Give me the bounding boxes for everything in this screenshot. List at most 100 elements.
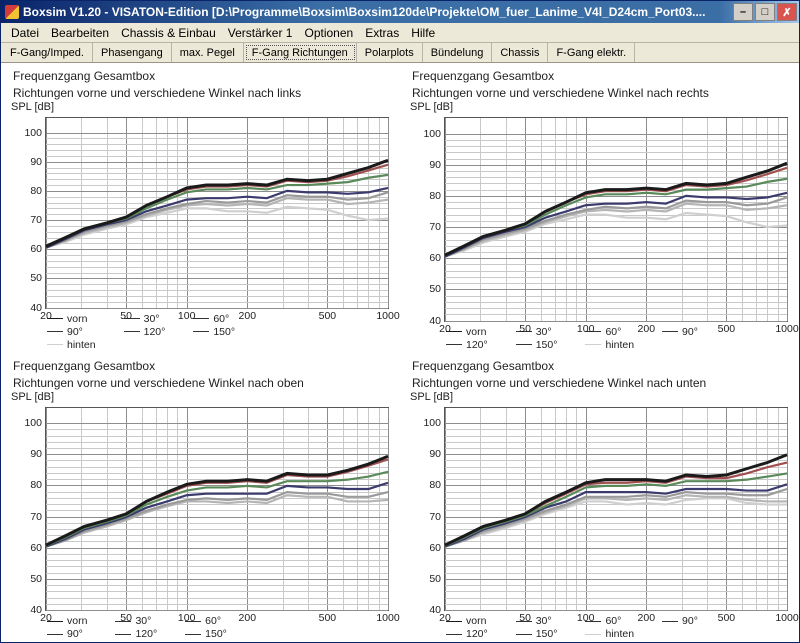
legend-label-120: 120° (135, 628, 157, 640)
series-svg (46, 118, 388, 308)
series-line-150 (445, 204, 787, 257)
menu-item-datei[interactable]: Datei (5, 25, 45, 41)
gridline-major-y (46, 610, 388, 611)
tab-bar: F-Gang/Imped. Phasengang max. Pegel F-Ga… (1, 43, 799, 63)
y-tick-label: 80 (429, 190, 445, 202)
minimize-button[interactable]: – (733, 3, 753, 21)
tab-f-gang-richtungen[interactable]: F-Gang Richtungen (244, 43, 357, 62)
menu-item-extras[interactable]: Extras (359, 25, 405, 41)
legend-entry-120[interactable]: 120° (446, 628, 488, 640)
legend-entry-120[interactable]: 120° (446, 339, 488, 351)
gridline-major-x (787, 408, 788, 611)
chart-cell-rechts: Frequenzgang Gesamtbox Richtungen vorne u… (400, 63, 799, 353)
x-tick-label: 20 (40, 610, 52, 624)
menu-item-chassis-einbau[interactable]: Chassis & Einbau (115, 25, 222, 41)
menu-item-bearbeiten[interactable]: Bearbeiten (45, 25, 115, 41)
menu-item-verstarker[interactable]: Verstärker 1 (222, 25, 299, 41)
series-line-90 (445, 193, 787, 257)
menu-item-optionen[interactable]: Optionen (298, 25, 359, 41)
legend-label-150: 150° (536, 339, 558, 351)
legend-entry-90[interactable]: 90° (662, 615, 698, 627)
legend-label-90: 90° (67, 628, 83, 640)
legend-label-30: 30° (144, 313, 160, 325)
legend-label-vorn: vorn (466, 326, 486, 338)
legend-entry-150[interactable]: 150° (185, 628, 227, 640)
y-tick-label: 70 (429, 511, 445, 523)
chart-subtitle: Richtungen vorne und verschiedene Winkel… (13, 376, 389, 391)
tab-bundelung[interactable]: Bündelung (423, 43, 493, 62)
legend-label-hinten: hinten (605, 628, 634, 640)
legend-entry-150[interactable]: 150° (516, 628, 558, 640)
legend-entry-vorn[interactable]: vorn (446, 326, 488, 338)
chart-title: Frequenzgang Gesamtbox (412, 359, 788, 374)
legend-entry-hinten[interactable]: hinten (585, 339, 634, 351)
legend-entry-90[interactable]: 90° (47, 326, 96, 338)
plot-box[interactable]: 40 50 60 70 80 90 100 20 50 100 200 500 1000 (45, 117, 389, 309)
plot-box[interactable]: 40 50 60 70 80 90 100 20 50 100 200 500 1000 (444, 117, 788, 322)
y-tick-label: 60 (429, 252, 445, 264)
y-tick-label: 100 (423, 128, 445, 140)
legend-entry-150[interactable]: 150° (193, 326, 235, 338)
legend-swatch-90 (47, 331, 63, 332)
chart-area: SPL [dB] 40 50 60 70 80 90 100 20 50 100 200 500 1000 (11, 395, 389, 612)
legend-entry-120[interactable]: 120° (124, 326, 166, 338)
chart-cell-unten: Frequenzgang Gesamtbox Richtungen vorne u… (400, 353, 799, 643)
chart-title: Frequenzgang Gesamtbox (412, 69, 788, 84)
gridline-major-x (388, 408, 389, 611)
legend-swatch-120 (446, 634, 462, 635)
legend-label-vorn: vorn (67, 615, 87, 627)
x-tick-label: 50 (120, 308, 132, 322)
x-tick-label: 1000 (775, 610, 798, 624)
tab-polarplots[interactable]: Polarplots (357, 43, 423, 62)
legend-label-60: 60° (213, 313, 229, 325)
y-tick-label: 100 (423, 417, 445, 429)
legend-label-vorn: vorn (67, 313, 87, 325)
legend-swatch-150 (516, 634, 532, 635)
legend-entry-vorn[interactable]: vorn (47, 313, 96, 325)
legend-label-60: 60° (605, 326, 621, 338)
chart-title: Frequenzgang Gesamtbox (13, 359, 389, 374)
y-tick-label: 60 (30, 542, 46, 554)
legend-entry-hinten[interactable]: hinten (47, 339, 96, 351)
legend-entry-120[interactable]: 120° (115, 628, 157, 640)
x-tick-label: 100 (577, 321, 595, 335)
maximize-button[interactable]: □ (755, 3, 775, 21)
y-axis-label: SPL [dB] (410, 391, 453, 403)
tab-max-pegel[interactable]: max. Pegel (172, 43, 244, 62)
legend-label-30: 30° (536, 615, 552, 627)
y-tick-label: 80 (429, 479, 445, 491)
legend-entry-vorn[interactable]: vorn (446, 615, 488, 627)
legend-label-120: 120° (466, 339, 488, 351)
plot-box[interactable]: 40 50 60 70 80 90 100 20 50 100 200 500 1000 (444, 407, 788, 612)
tab-f-gang-elektr[interactable]: F-Gang elektr. (548, 43, 635, 62)
gridline-major-x (388, 118, 389, 308)
legend-swatch-120 (446, 344, 462, 345)
legend-entry-90[interactable]: 90° (662, 326, 698, 338)
plot-box[interactable]: 40 50 60 70 80 90 100 20 50 100 200 500 1000 (45, 407, 389, 612)
legend-label-90: 90° (682, 615, 698, 627)
legend-entry-150[interactable]: 150° (516, 339, 558, 351)
x-tick-label: 50 (519, 610, 531, 624)
legend-label-hinten: hinten (605, 339, 634, 351)
legend-entry-vorn[interactable]: vorn (47, 615, 87, 627)
chart-area: SPL [dB] 40 50 60 70 80 90 100 20 50 100 200 500 1000 (410, 105, 788, 322)
boxsim-window: Boxsim V1.20 - VISATON-Edition [D:\Progr… (0, 0, 800, 643)
legend-entry-60[interactable]: 60° (193, 313, 235, 325)
legend-entry-90[interactable]: 90° (47, 628, 87, 640)
legend-column: vorn 120° (446, 615, 488, 640)
x-tick-label: 100 (178, 308, 196, 322)
legend-label-30: 30° (135, 615, 151, 627)
chart-title: Frequenzgang Gesamtbox (13, 69, 389, 84)
legend: vorn 120° 30° 150° 60° hinten 90° (446, 615, 788, 640)
tab-chassis[interactable]: Chassis (492, 43, 548, 62)
menu-item-hilfe[interactable]: Hilfe (405, 25, 441, 41)
y-tick-label: 90 (30, 448, 46, 460)
tab-f-gang-imped[interactable]: F-Gang/Imped. (2, 43, 93, 62)
close-button[interactable]: ✗ (777, 3, 797, 21)
tab-phasengang[interactable]: Phasengang (93, 43, 172, 62)
legend-entry-hinten[interactable]: hinten (585, 628, 634, 640)
legend-swatch-150 (185, 634, 201, 635)
legend-swatch-hinten (585, 634, 601, 635)
gridline-major-x (787, 118, 788, 321)
legend: vorn 90° hinten 30° 120° 60° 150° (47, 313, 389, 351)
